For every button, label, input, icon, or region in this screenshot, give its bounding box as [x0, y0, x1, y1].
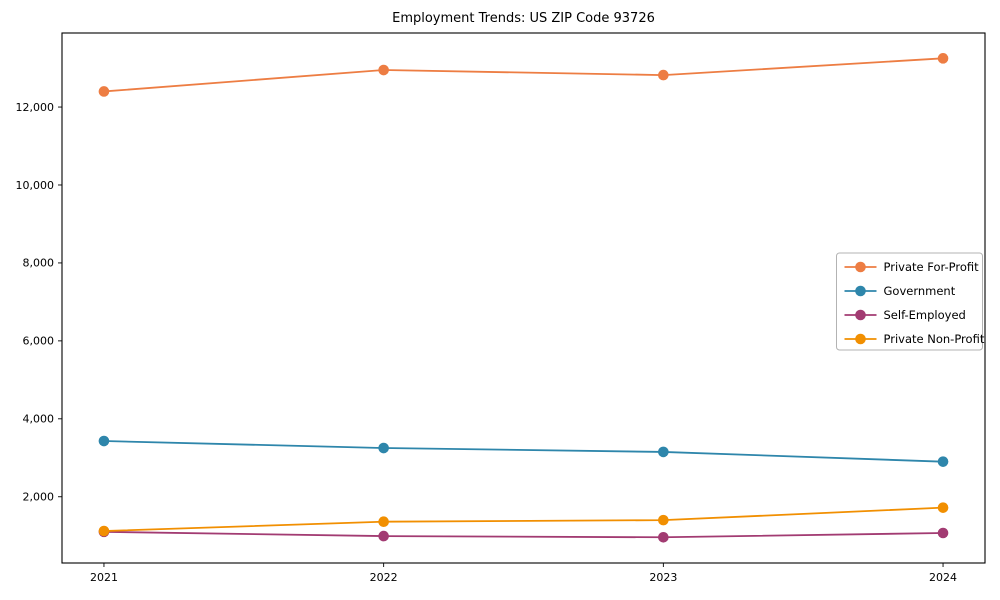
data-point [98, 86, 110, 97]
legend-item: Self-Employed [844, 308, 966, 322]
series-line [103, 530, 944, 539]
x-tick-label: 2021 [90, 571, 118, 584]
data-point [937, 502, 949, 513]
axes-frame [61, 32, 986, 564]
legend-label: Private For-Profit [884, 260, 980, 274]
legend-item: Government [844, 284, 956, 298]
legend-label: Self-Employed [884, 308, 966, 322]
series-government [98, 435, 949, 467]
y-tick-label: 10,000 [16, 179, 55, 192]
data-point [937, 527, 949, 539]
y-tick-label: 2,000 [23, 491, 55, 504]
legend: Private For-Profit Government Self-Employe… [836, 252, 985, 351]
x-tick-label: 2023 [649, 571, 677, 584]
y-tick-label: 6,000 [23, 335, 55, 348]
series-line [103, 57, 944, 93]
legend-label: Government [884, 284, 956, 298]
chart-title: Employment Trends: US ZIP Code 93726 [392, 11, 655, 26]
data-point [378, 516, 389, 527]
data-point [937, 53, 949, 64]
data-point [937, 456, 949, 467]
legend-box [836, 252, 983, 351]
data-point [98, 525, 110, 537]
legend-marker [855, 333, 866, 345]
data-point [658, 514, 669, 526]
legend-item: Private For-Profit [844, 260, 980, 274]
legend-marker [855, 261, 866, 273]
plot-area [62, 33, 985, 563]
data-point [378, 530, 389, 542]
series-private-for-profit [98, 53, 949, 97]
data-point [98, 435, 110, 447]
data-point [658, 531, 669, 543]
legend-item: Private Non-Profit [844, 332, 985, 346]
y-axis: 2,000 4,000 6,000 8,000 10,000 12,000 [16, 101, 62, 504]
series-line [103, 506, 944, 532]
data-point [378, 442, 389, 454]
x-tick-label: 2022 [370, 571, 398, 584]
y-tick-label: 12,000 [16, 101, 55, 114]
series-private-non-profit [98, 502, 949, 537]
y-tick-label: 4,000 [23, 413, 55, 426]
legend-marker [855, 309, 866, 321]
y-tick-label: 8,000 [23, 257, 55, 270]
data-point [658, 69, 669, 81]
data-point [378, 64, 389, 76]
x-axis: 2021 2022 2023 2024 [90, 563, 957, 584]
legend-label: Private Non-Profit [884, 332, 985, 346]
legend-marker [855, 285, 866, 297]
data-point [658, 446, 669, 458]
series-line [103, 440, 944, 463]
x-tick-label: 2024 [929, 571, 957, 584]
